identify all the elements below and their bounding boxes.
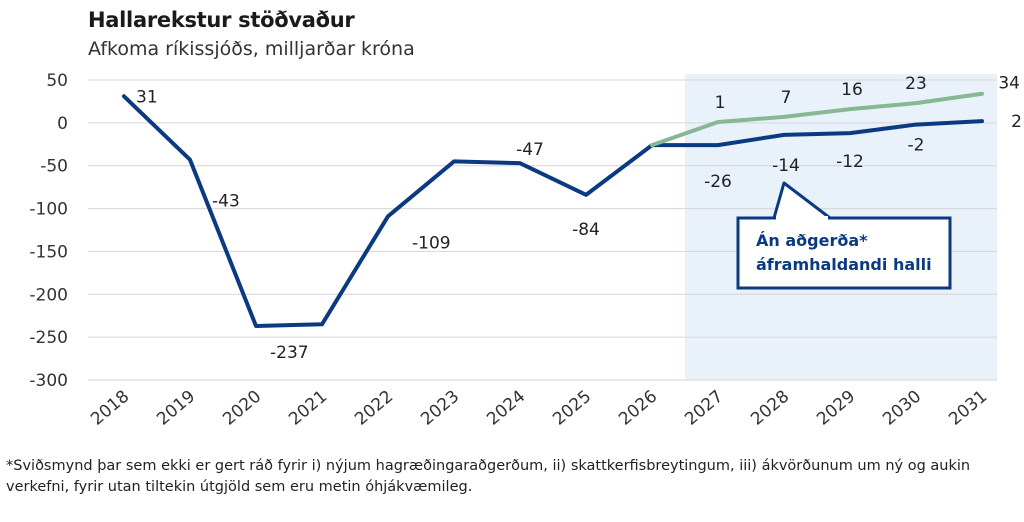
data-label-projection: 1	[715, 93, 726, 113]
chart-footnote: *Sviðsmynd þar sem ekki er gert ráð fyri…	[6, 458, 971, 495]
data-label-projection: 23	[905, 74, 927, 94]
data-label-projection: 7	[781, 88, 792, 108]
x-tick-label: 2018	[87, 387, 133, 430]
y-tick-label: -100	[29, 200, 68, 220]
x-tick-label: 2031	[945, 387, 991, 430]
y-tick-label: -150	[29, 242, 68, 262]
data-label-historical: -109	[412, 233, 451, 253]
x-tick-label: 2020	[219, 387, 265, 430]
data-label-historical: -14	[772, 156, 800, 176]
chart-title: Hallarekstur stöðvaður	[88, 8, 355, 32]
series-line-projection	[650, 91, 984, 148]
callout-line2: áframhaldandi halli	[756, 255, 932, 274]
y-tick-label: -250	[29, 328, 68, 348]
data-label-historical: -84	[572, 220, 600, 240]
y-tick-label: -200	[29, 285, 68, 305]
x-tick-label: 2027	[681, 387, 727, 430]
y-tick-label: 0	[57, 114, 68, 134]
y-tick-label: -300	[29, 371, 68, 391]
data-label-projection: 16	[841, 80, 863, 100]
data-label-historical: -43	[212, 192, 240, 212]
data-label-historical: 2	[1011, 112, 1022, 132]
callout-line1: Án aðgerða*	[756, 231, 868, 250]
series-line-historical	[122, 94, 984, 328]
x-tick-label: 2024	[483, 387, 529, 430]
y-tick-label: -50	[40, 157, 68, 177]
x-tick-label: 2030	[879, 387, 925, 430]
x-tick-label: 2022	[351, 387, 397, 430]
data-label-historical: -26	[704, 172, 732, 192]
x-tick-label: 2023	[417, 387, 463, 430]
data-label-historical: -2	[908, 136, 925, 156]
x-tick-label: 2025	[549, 387, 595, 430]
data-label-historical: 31	[136, 87, 158, 107]
data-label-historical: -47	[516, 140, 544, 160]
line-chart: 50 0 -50 -100 -150 -200 -250 -300 2018 2019 2020 20…	[29, 71, 1022, 430]
callout-box	[736, 216, 952, 290]
x-tick-label: 2019	[153, 387, 199, 430]
data-label-projection: 34	[998, 74, 1020, 94]
callout-pointer	[772, 181, 831, 220]
x-tick-label: 2028	[747, 387, 793, 430]
chart-subtitle: Afkoma ríkissjóðs, milljarðar króna	[88, 38, 415, 60]
x-tick-label: 2029	[813, 387, 859, 430]
data-label-historical: -237	[270, 343, 309, 363]
data-label-historical: -12	[836, 152, 864, 172]
x-tick-label: 2021	[285, 387, 331, 430]
y-tick-label: 50	[46, 71, 68, 91]
x-tick-label: 2026	[615, 387, 661, 430]
